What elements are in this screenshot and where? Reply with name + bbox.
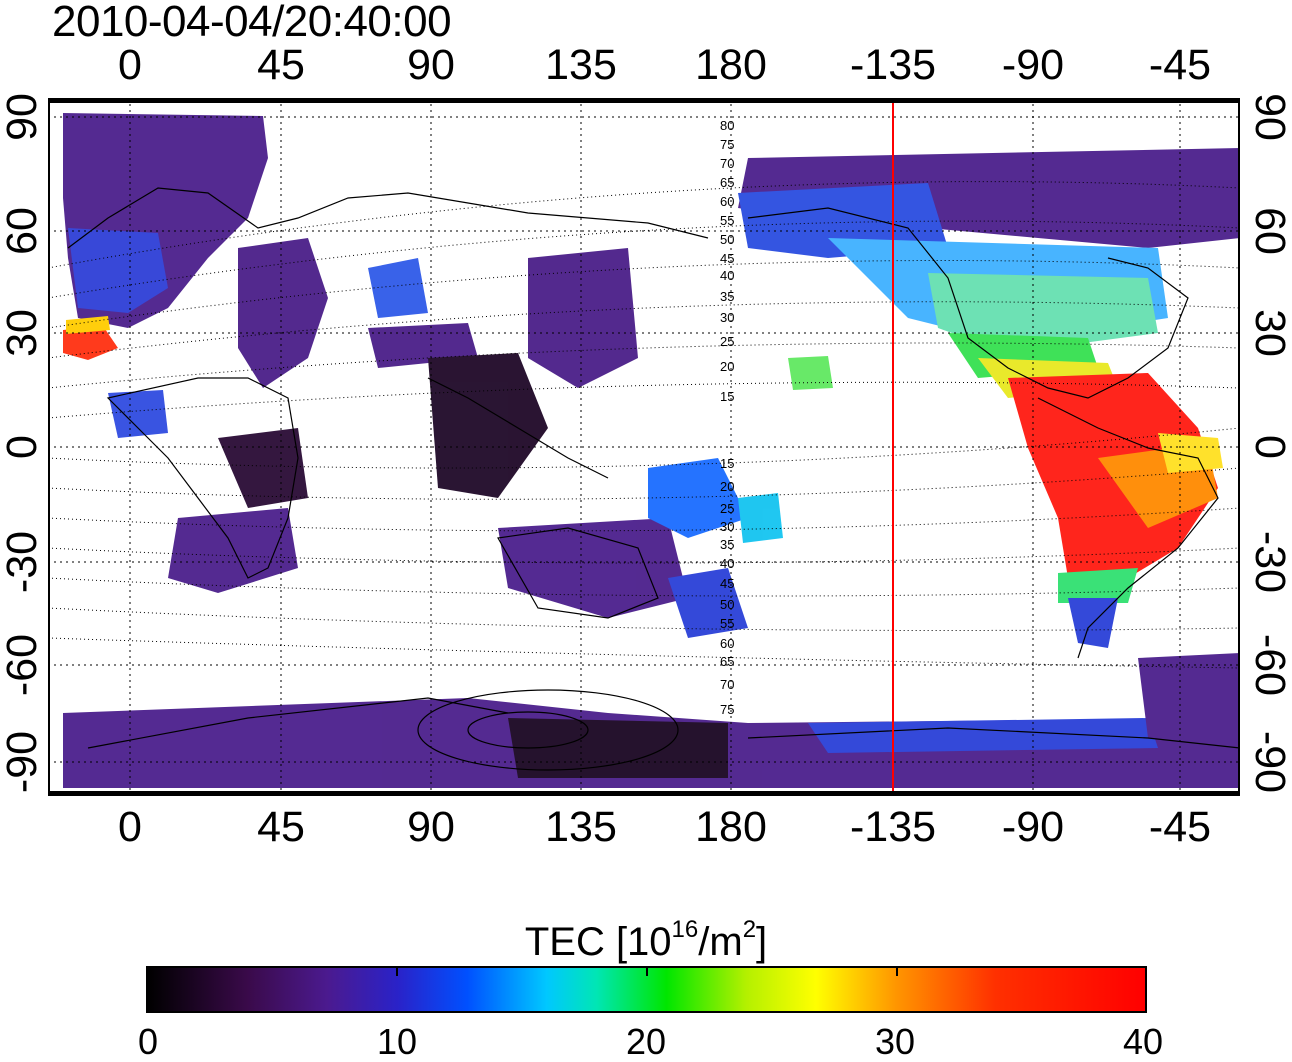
magnetic-contours: [48, 181, 1240, 669]
top-lon-tick: -45: [1148, 41, 1212, 89]
left-lat-tick: 60: [0, 207, 46, 255]
tec-patch-nz-blue: [668, 568, 748, 638]
bottom-lon-tick: 0: [118, 803, 142, 851]
bottom-lon-tick: 45: [257, 803, 305, 851]
tec-patch-iberia-warm: [66, 316, 110, 334]
right-lat-tick: -90: [1246, 730, 1292, 794]
tec-colorbar: [146, 966, 1147, 1013]
right-lat-tick: -60: [1246, 633, 1292, 697]
left-lat-tick: 30: [0, 309, 46, 357]
colorbar-tick-label: 0: [137, 1021, 159, 1062]
bottom-lon-tick: 90: [407, 803, 455, 851]
right-lat-tick: 0: [1246, 435, 1292, 459]
contour-label: 30: [720, 310, 734, 325]
left-lat-tick: 0: [0, 435, 46, 459]
tec-patch-east-asia: [528, 248, 638, 388]
contour-label: 50: [720, 232, 734, 247]
contour-label: 15: [720, 389, 734, 404]
left-lat-tick: 90: [0, 93, 46, 141]
contour-label: 40: [720, 556, 734, 571]
tec-patch-pacific-green: [788, 356, 833, 390]
tec-patch-antarctic-blue: [808, 718, 1158, 753]
contour-label: 60: [720, 194, 734, 209]
tec-patch-sa-yellow: [1158, 433, 1223, 473]
top-lon-tick: 90: [407, 41, 455, 89]
tec-patch-patagonia-green: [1058, 568, 1138, 603]
tec-patch-alaska-blue: [738, 183, 948, 258]
contour-label: 60: [720, 636, 734, 651]
contour-label: 15: [720, 456, 734, 471]
bottom-lon-tick: -45: [1148, 803, 1212, 851]
tec-patch-mideast: [238, 238, 328, 388]
contour-label: 65: [720, 654, 734, 669]
tec-patch-antarctic-east: [1138, 653, 1240, 738]
contour-label: 25: [720, 501, 734, 516]
contour-label: 70: [720, 677, 734, 692]
top-lon-tick: 0: [118, 41, 142, 89]
left-lat-tick: -30: [0, 530, 46, 594]
tec-patch-pacific-blue: [648, 458, 748, 538]
contour-label: 75: [720, 702, 734, 717]
coastlines: [67, 187, 1240, 771]
tec-world-map: 80 75 70 65 60 55 50 45 40 35 30 25 20 1…: [48, 98, 1240, 796]
tec-patch-europe-blue: [68, 228, 168, 313]
contour-label: 35: [720, 289, 734, 304]
right-lat-tick: 60: [1246, 207, 1292, 255]
tec-patch-pacific-cyan: [738, 493, 783, 543]
tec-data-patches: [63, 113, 1240, 788]
right-lat-tick: -30: [1246, 530, 1292, 594]
contour-label: 80: [720, 118, 734, 133]
timestamp-title: 2010-04-04/20:40:00: [52, 0, 452, 46]
colorbar-tick-label: 20: [625, 1021, 667, 1062]
colorbar-title: TEC [1016/m2]: [524, 916, 768, 964]
contour-label: 75: [720, 137, 734, 152]
contour-label: 55: [720, 213, 734, 228]
contour-label: 50: [720, 597, 734, 612]
contour-label: 45: [720, 251, 734, 266]
colorbar-tick-label: 30: [874, 1021, 916, 1062]
left-lat-tick: -90: [0, 730, 46, 794]
contour-label: 20: [720, 479, 734, 494]
bottom-lon-tick: -135: [849, 803, 937, 851]
contour-label: 25: [720, 334, 734, 349]
top-lon-tick: 180: [695, 41, 767, 89]
tec-patch-antarctic-dark: [508, 718, 728, 778]
tec-patch-africa-blue: [108, 390, 168, 438]
bottom-lon-tick: 135: [545, 803, 617, 851]
tec-patch-s-africa: [168, 508, 298, 593]
contour-label: 70: [720, 156, 734, 171]
tec-patch-canada: [738, 148, 1240, 248]
colorbar-tick-label: 10: [376, 1021, 418, 1062]
left-lat-tick: -60: [0, 633, 46, 697]
top-lon-tick: 135: [545, 41, 617, 89]
contour-labels: 80 75 70 65 60 55 50 45 40 35 30 25 20 1…: [720, 118, 734, 717]
bottom-lon-tick: 180: [695, 803, 767, 851]
contour-label: 55: [720, 616, 734, 631]
colorbar-tick-label: 40: [1122, 1021, 1164, 1062]
contour-label: 35: [720, 537, 734, 552]
bottom-lon-tick: -90: [1001, 803, 1065, 851]
tec-patch-central-asia: [368, 258, 428, 318]
contour-label: 45: [720, 576, 734, 591]
top-lon-tick: -135: [849, 41, 937, 89]
right-lat-tick: 30: [1246, 309, 1292, 357]
tec-patch-australia: [498, 518, 688, 618]
right-lat-tick: 90: [1246, 93, 1292, 141]
contour-label: 20: [720, 359, 734, 374]
top-lon-tick: -90: [1001, 41, 1065, 89]
lat-lon-grid: [48, 98, 1240, 796]
tec-patch-africa-dark: [218, 428, 308, 508]
contour-label: 30: [720, 519, 734, 534]
tec-patch-se-asia-dark: [428, 353, 548, 498]
contour-label: 40: [720, 268, 734, 283]
contour-label: 65: [720, 175, 734, 190]
top-lon-tick: 45: [257, 41, 305, 89]
